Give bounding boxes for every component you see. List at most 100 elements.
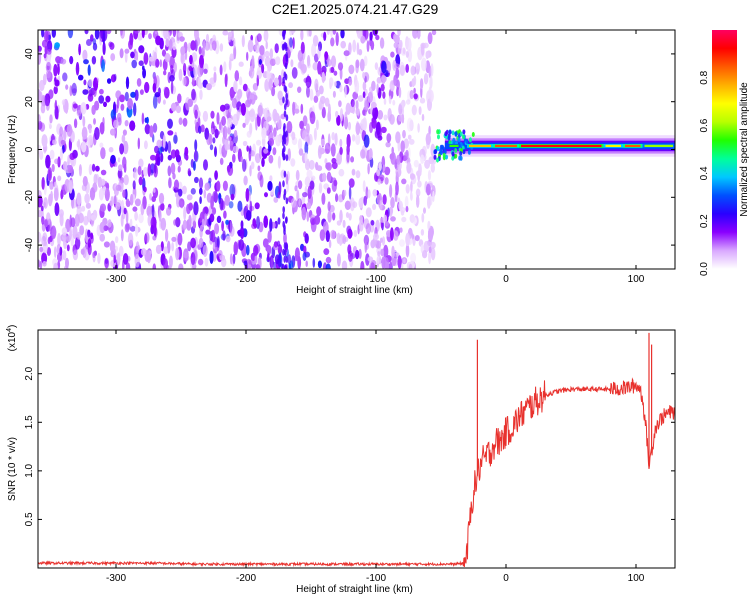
heatmap-cell bbox=[117, 168, 123, 179]
heatmap-cell bbox=[408, 138, 415, 145]
heatmap-cell bbox=[326, 30, 330, 35]
heatmap-cell bbox=[167, 140, 172, 154]
heatmap-cell bbox=[246, 244, 250, 256]
heatmap-cell bbox=[144, 140, 148, 150]
spectrogram-y-label: Frequency (Hz) bbox=[7, 115, 18, 184]
heatmap-cell bbox=[285, 197, 289, 205]
heatmap-cell bbox=[134, 52, 138, 61]
heatmap-cell bbox=[294, 108, 300, 114]
heatmap-cell bbox=[178, 263, 184, 269]
heatmap-cell bbox=[80, 248, 85, 255]
heatmap-cell bbox=[353, 229, 358, 238]
heatmap-cell bbox=[180, 53, 185, 65]
heatmap-cell bbox=[213, 66, 217, 72]
heatmap-cell bbox=[462, 149, 466, 155]
heatmap-cell bbox=[69, 227, 72, 240]
snr-y-label: SNR (10 * v/v) bbox=[7, 437, 18, 501]
heatmap-cell bbox=[444, 131, 448, 137]
heatmap-cell bbox=[204, 41, 210, 51]
heatmap-cell bbox=[323, 31, 327, 41]
heatmap-cell bbox=[169, 75, 175, 82]
heatmap-cell bbox=[274, 254, 280, 265]
heatmap-cell bbox=[390, 227, 394, 241]
heatmap-cell bbox=[371, 118, 377, 129]
heatmap-cell bbox=[175, 247, 180, 261]
heatmap-cell bbox=[275, 135, 281, 147]
heatmap-cell bbox=[413, 87, 416, 94]
heatmap-cell bbox=[107, 219, 112, 228]
heatmap-cell bbox=[348, 121, 351, 131]
heatmap-cell bbox=[150, 169, 154, 176]
heatmap-cell bbox=[134, 89, 139, 101]
heatmap-cell bbox=[198, 46, 202, 55]
heatmap-cell bbox=[428, 125, 431, 136]
heatmap-cell bbox=[454, 153, 458, 159]
heatmap-cell bbox=[380, 126, 387, 134]
heatmap-cell bbox=[169, 55, 176, 69]
heatmap-cell bbox=[268, 138, 274, 146]
heatmap-cell bbox=[414, 235, 420, 242]
heatmap-cell bbox=[305, 75, 312, 88]
heatmap-cell bbox=[312, 62, 319, 71]
heatmap-cell bbox=[417, 123, 420, 133]
heatmap-cell bbox=[159, 131, 165, 140]
heatmap-cell bbox=[399, 227, 403, 233]
y-tick-label: -20 bbox=[24, 190, 35, 205]
heatmap-cell bbox=[88, 136, 93, 146]
heatmap-cell bbox=[393, 42, 399, 49]
heatmap-cell bbox=[59, 213, 64, 227]
heatmap-cell bbox=[420, 154, 425, 164]
heatmap-cell bbox=[495, 144, 517, 147]
heatmap-cell bbox=[282, 180, 285, 188]
heatmap-cell bbox=[419, 97, 426, 104]
heatmap-cell bbox=[271, 86, 276, 97]
heatmap-cell bbox=[357, 95, 364, 102]
x-tick-label: -200 bbox=[236, 573, 256, 584]
heatmap-cell bbox=[106, 30, 112, 35]
heatmap-cell bbox=[344, 116, 349, 130]
heatmap-cell bbox=[405, 99, 411, 105]
heatmap-cell bbox=[124, 91, 129, 102]
heatmap-cell bbox=[219, 157, 224, 165]
heatmap-cell bbox=[339, 146, 343, 155]
heatmap-cell bbox=[430, 63, 434, 77]
heatmap-cell bbox=[214, 170, 219, 180]
heatmap-cell bbox=[243, 175, 248, 186]
heatmap-cell bbox=[355, 108, 360, 116]
heatmap-cell bbox=[223, 61, 227, 73]
heatmap-cell bbox=[167, 32, 171, 40]
heatmap-cell bbox=[245, 99, 251, 108]
heatmap-cell bbox=[41, 30, 45, 38]
heatmap-cell bbox=[370, 220, 375, 226]
heatmap-cell bbox=[269, 255, 274, 269]
heatmap-cell bbox=[67, 165, 74, 174]
heatmap-cell bbox=[282, 153, 286, 161]
heatmap-cell bbox=[269, 175, 273, 182]
heatmap-cell bbox=[148, 56, 155, 62]
heatmap-cell bbox=[376, 121, 381, 136]
heatmap-cell bbox=[103, 101, 107, 108]
heatmap-cell bbox=[123, 163, 127, 173]
heatmap-cell bbox=[219, 43, 224, 52]
heatmap-cell bbox=[401, 113, 405, 124]
heatmap-cell bbox=[327, 210, 332, 223]
heatmap-cell bbox=[372, 189, 378, 197]
heatmap-cell bbox=[335, 193, 339, 203]
heatmap-cell bbox=[230, 193, 235, 201]
heatmap-cell bbox=[259, 45, 265, 56]
heatmap-cell bbox=[171, 242, 175, 252]
heatmap-cell bbox=[110, 128, 116, 136]
heatmap-cell bbox=[386, 263, 390, 269]
heatmap-cell bbox=[238, 239, 245, 251]
chart-title: C2E1.2025.074.21.47.G29 bbox=[272, 1, 439, 17]
heatmap-cell bbox=[93, 173, 98, 185]
heatmap-cell bbox=[355, 249, 360, 260]
heatmap-cell bbox=[87, 64, 91, 76]
heatmap-cell bbox=[405, 149, 409, 160]
heatmap-cell bbox=[113, 73, 117, 82]
heatmap-cell bbox=[249, 65, 255, 79]
heatmap-cell bbox=[64, 265, 69, 269]
heatmap-cell bbox=[259, 174, 264, 188]
heatmap-cell bbox=[352, 39, 357, 53]
heatmap-cell bbox=[411, 78, 415, 87]
